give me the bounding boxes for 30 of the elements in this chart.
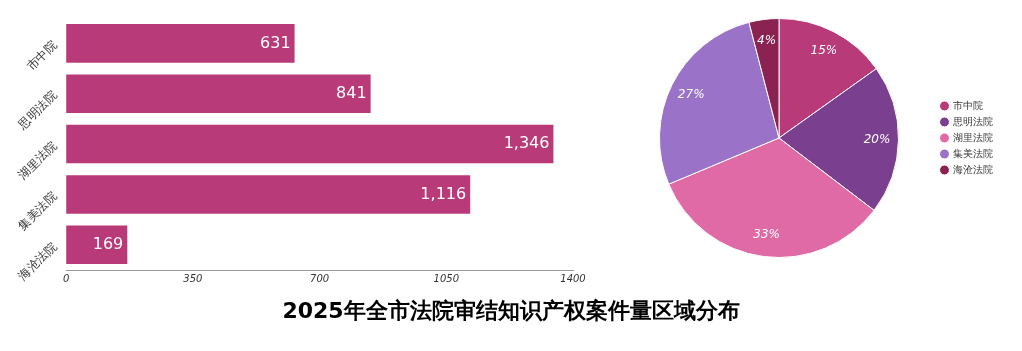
data-label: 1,346 [503, 133, 550, 153]
x-tick-label: 0 [62, 272, 70, 284]
x-tick-label: 1050 [433, 272, 460, 284]
bar [66, 24, 295, 63]
legend-label: 集美法院 [953, 147, 993, 159]
text: 2025年全市法院审结知识产权案件量区域分布 [281, 297, 741, 325]
x-tick-label: 350 [183, 272, 203, 284]
y-tick-label: 海沧法院 [15, 239, 60, 284]
y-tick-label: 集美法院 [15, 188, 60, 233]
data-label: 15% [810, 43, 838, 58]
y-tick-label: 思明法院 [14, 88, 60, 133]
data-label: 33% [753, 227, 780, 242]
data-label: 631 [260, 32, 291, 52]
legend-label: 海沧法院 [953, 163, 993, 175]
bar [66, 175, 471, 214]
data-label: 1,116 [420, 183, 467, 203]
data-label: 169 [92, 233, 124, 253]
data-label: 841 [336, 82, 367, 102]
y-tick-label: 市中院 [24, 37, 60, 74]
x-tick-label: 700 [310, 272, 330, 284]
data-label: 4% [757, 32, 777, 47]
data-label: 20% [863, 131, 891, 146]
bar [66, 74, 371, 113]
legend-label: 湖里法院 [953, 131, 993, 143]
y-tick-label: 湖里法院 [15, 138, 60, 183]
data-label: 27% [677, 86, 705, 101]
x-tick-label: 1400 [560, 272, 586, 284]
legend-label: 市中院 [953, 99, 983, 111]
legend-label: 思明法院 [952, 115, 993, 127]
bar [66, 124, 554, 164]
